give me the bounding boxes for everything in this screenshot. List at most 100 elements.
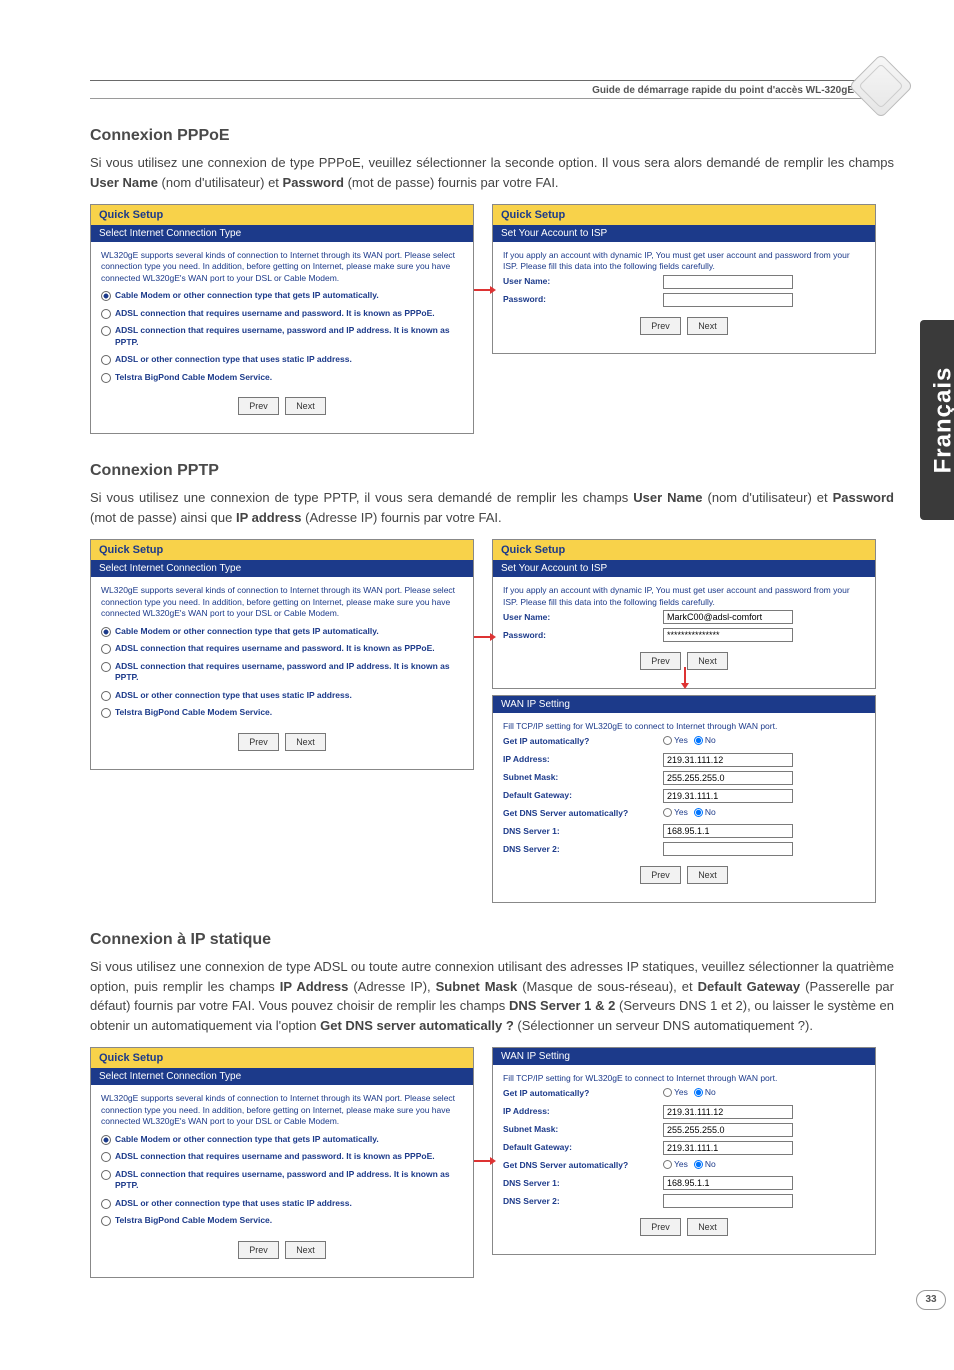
getdns-label: Get DNS Server automatically? — [503, 1160, 663, 1171]
header-emblem-icon — [848, 53, 913, 118]
radio-bigpond[interactable]: Telstra BigPond Cable Modem Service. — [101, 1215, 463, 1226]
panel-desc: WL320gE supports several kinds of connec… — [101, 250, 463, 284]
dns2-input[interactable] — [663, 842, 793, 856]
panel-subtitle: Select Internet Connection Type — [91, 1068, 473, 1085]
wan-desc: Fill TCP/IP setting for WL320gE to conne… — [503, 1073, 865, 1084]
ip-input[interactable] — [663, 753, 793, 767]
panel-subtitle: WAN IP Setting — [493, 696, 875, 713]
radio-pppoe[interactable]: ADSL connection that requires username a… — [101, 1151, 463, 1162]
page-number: 33 — [916, 1290, 946, 1310]
gw-input[interactable] — [663, 1141, 793, 1155]
panel-title: Quick Setup — [91, 1048, 473, 1068]
radio-bigpond[interactable]: Telstra BigPond Cable Modem Service. — [101, 707, 463, 718]
next-button[interactable]: Next — [285, 733, 326, 751]
radio-pptp[interactable]: ADSL connection that requires username, … — [101, 661, 463, 684]
gw-input[interactable] — [663, 789, 793, 803]
getip-label: Get IP automatically? — [503, 1088, 663, 1099]
prev-button[interactable]: Prev — [238, 733, 279, 751]
next-button[interactable]: Next — [687, 866, 728, 884]
pppoe-row: Quick Setup Select Internet Connection T… — [90, 204, 894, 434]
getip-label: Get IP automatically? — [503, 736, 663, 747]
getdns-radio[interactable]: YesNo — [663, 807, 722, 821]
mask-label: Subnet Mask: — [503, 772, 663, 783]
wan-desc: Fill TCP/IP setting for WL320gE to conne… — [503, 721, 865, 732]
pass-input[interactable] — [663, 628, 793, 642]
header-title: Guide de démarrage rapide du point d'acc… — [592, 85, 854, 96]
getdns-label: Get DNS Server automatically? — [503, 808, 663, 819]
dns1-input[interactable] — [663, 1176, 793, 1190]
radio-cable[interactable]: Cable Modem or other connection type tha… — [101, 1134, 463, 1145]
radio-bigpond[interactable]: Telstra BigPond Cable Modem Service. — [101, 372, 463, 383]
ip-input[interactable] — [663, 1105, 793, 1119]
pppoe-select-panel: Quick Setup Select Internet Connection T… — [90, 204, 474, 434]
radio-cable[interactable]: Cable Modem or other connection type tha… — [101, 626, 463, 637]
panel-title: Quick Setup — [493, 205, 875, 225]
pptp-wan-panel: WAN IP Setting Fill TCP/IP setting for W… — [492, 695, 876, 903]
dns2-label: DNS Server 2: — [503, 844, 663, 855]
pptp-row: Quick Setup Select Internet Connection T… — [90, 539, 894, 903]
mask-input[interactable] — [663, 771, 793, 785]
dns2-input[interactable] — [663, 1194, 793, 1208]
pptp-isp-panel: Quick Setup Set Your Account to ISP If y… — [492, 539, 876, 689]
pptp-select-panel: Quick Setup Select Internet Connection T… — [90, 539, 474, 769]
pass-input[interactable] — [663, 293, 793, 307]
panel-subtitle: Select Internet Connection Type — [91, 560, 473, 577]
static-heading: Connexion à IP statique — [90, 931, 894, 949]
user-label: User Name: — [503, 612, 663, 623]
panel-title: Quick Setup — [91, 205, 473, 225]
pppoe-text: Si vous utilisez une connexion de type P… — [90, 153, 894, 192]
panel-subtitle: WAN IP Setting — [493, 1048, 875, 1065]
static-text: Si vous utilisez une connexion de type A… — [90, 957, 894, 1035]
mask-label: Subnet Mask: — [503, 1124, 663, 1135]
ip-label: IP Address: — [503, 1106, 663, 1117]
mask-input[interactable] — [663, 1123, 793, 1137]
prev-button[interactable]: Prev — [640, 317, 681, 335]
next-button[interactable]: Next — [687, 1218, 728, 1236]
radio-pppoe[interactable]: ADSL connection that requires username a… — [101, 308, 463, 319]
pppoe-heading: Connexion PPPoE — [90, 127, 894, 145]
radio-static[interactable]: ADSL or other connection type that uses … — [101, 354, 463, 365]
gw-label: Default Gateway: — [503, 790, 663, 801]
panel-subtitle: Select Internet Connection Type — [91, 225, 473, 242]
panel-subtitle: Set Your Account to ISP — [493, 225, 875, 242]
pass-label: Password: — [503, 294, 663, 305]
getip-radio[interactable]: YesNo — [663, 735, 722, 749]
next-button[interactable]: Next — [285, 1241, 326, 1259]
radio-pptp[interactable]: ADSL connection that requires username, … — [101, 1169, 463, 1192]
radio-static[interactable]: ADSL or other connection type that uses … — [101, 1198, 463, 1209]
user-label: User Name: — [503, 276, 663, 287]
panel-subtitle: Set Your Account to ISP — [493, 560, 875, 577]
static-select-panel: Quick Setup Select Internet Connection T… — [90, 1047, 474, 1277]
prev-button[interactable]: Prev — [640, 652, 681, 670]
static-wan-panel: WAN IP Setting Fill TCP/IP setting for W… — [492, 1047, 876, 1255]
arrow-icon — [474, 282, 488, 296]
pppoe-isp-panel: Quick Setup Set Your Account to ISP If y… — [492, 204, 876, 354]
panel-title: Quick Setup — [91, 540, 473, 560]
isp-desc: If you apply an account with dynamic IP,… — [503, 250, 865, 273]
getip-radio[interactable]: YesNo — [663, 1087, 722, 1101]
user-input[interactable] — [663, 610, 793, 624]
prev-button[interactable]: Prev — [238, 1241, 279, 1259]
panel-desc: WL320gE supports several kinds of connec… — [101, 1093, 463, 1127]
radio-static[interactable]: ADSL or other connection type that uses … — [101, 690, 463, 701]
header-rule-top — [90, 80, 894, 81]
prev-button[interactable]: Prev — [640, 1218, 681, 1236]
language-tab-label: Français — [929, 367, 954, 474]
user-input[interactable] — [663, 275, 793, 289]
pass-label: Password: — [503, 630, 663, 641]
pptp-heading: Connexion PPTP — [90, 462, 894, 480]
getdns-radio[interactable]: YesNo — [663, 1159, 722, 1173]
dns2-label: DNS Server 2: — [503, 1196, 663, 1207]
prev-button[interactable]: Prev — [640, 866, 681, 884]
dns1-input[interactable] — [663, 824, 793, 838]
ip-label: IP Address: — [503, 754, 663, 765]
radio-pptp[interactable]: ADSL connection that requires username, … — [101, 325, 463, 348]
static-row: Quick Setup Select Internet Connection T… — [90, 1047, 894, 1277]
next-button[interactable]: Next — [687, 652, 728, 670]
prev-button[interactable]: Prev — [238, 397, 279, 415]
language-tab: Français — [920, 320, 954, 520]
next-button[interactable]: Next — [285, 397, 326, 415]
next-button[interactable]: Next — [687, 317, 728, 335]
radio-cable[interactable]: Cable Modem or other connection type tha… — [101, 290, 463, 301]
radio-pppoe[interactable]: ADSL connection that requires username a… — [101, 643, 463, 654]
